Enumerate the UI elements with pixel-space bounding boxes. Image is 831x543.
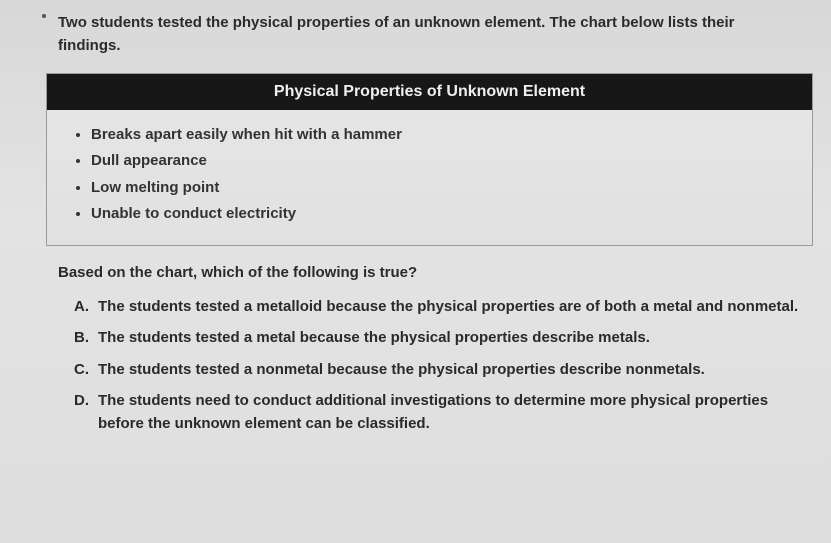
- option-b: B. The students tested a metal because t…: [74, 326, 801, 349]
- option-text: The students need to conduct additional …: [98, 389, 801, 436]
- option-letter: A.: [74, 295, 98, 318]
- option-letter: C.: [74, 358, 98, 381]
- option-text: The students tested a metalloid because …: [98, 295, 801, 318]
- chart-body: Breaks apart easily when hit with a hamm…: [47, 110, 812, 245]
- list-item: Breaks apart easily when hit with a hamm…: [91, 122, 790, 148]
- option-c: C. The students tested a nonmetal becaus…: [74, 358, 801, 381]
- chart-header: Physical Properties of Unknown Element: [47, 74, 812, 110]
- list-item: Unable to conduct electricity: [91, 201, 790, 227]
- bullet-marker: [42, 14, 46, 18]
- question-text: Based on the chart, which of the followi…: [58, 264, 801, 281]
- option-a: A. The students tested a metalloid becau…: [74, 295, 801, 318]
- properties-list: Breaks apart easily when hit with a hamm…: [69, 122, 790, 227]
- option-text: The students tested a metal because the …: [98, 326, 801, 349]
- list-item: Dull appearance: [91, 148, 790, 174]
- worksheet-page: Two students tested the physical propert…: [0, 0, 831, 435]
- option-text: The students tested a nonmetal because t…: [98, 358, 801, 381]
- option-letter: B.: [74, 326, 98, 349]
- option-letter: D.: [74, 389, 98, 436]
- option-d: D. The students need to conduct addition…: [74, 389, 801, 436]
- properties-chart: Physical Properties of Unknown Element B…: [46, 73, 813, 246]
- intro-text: Two students tested the physical propert…: [58, 12, 801, 57]
- list-item: Low melting point: [91, 175, 790, 201]
- answer-options: A. The students tested a metalloid becau…: [58, 295, 801, 435]
